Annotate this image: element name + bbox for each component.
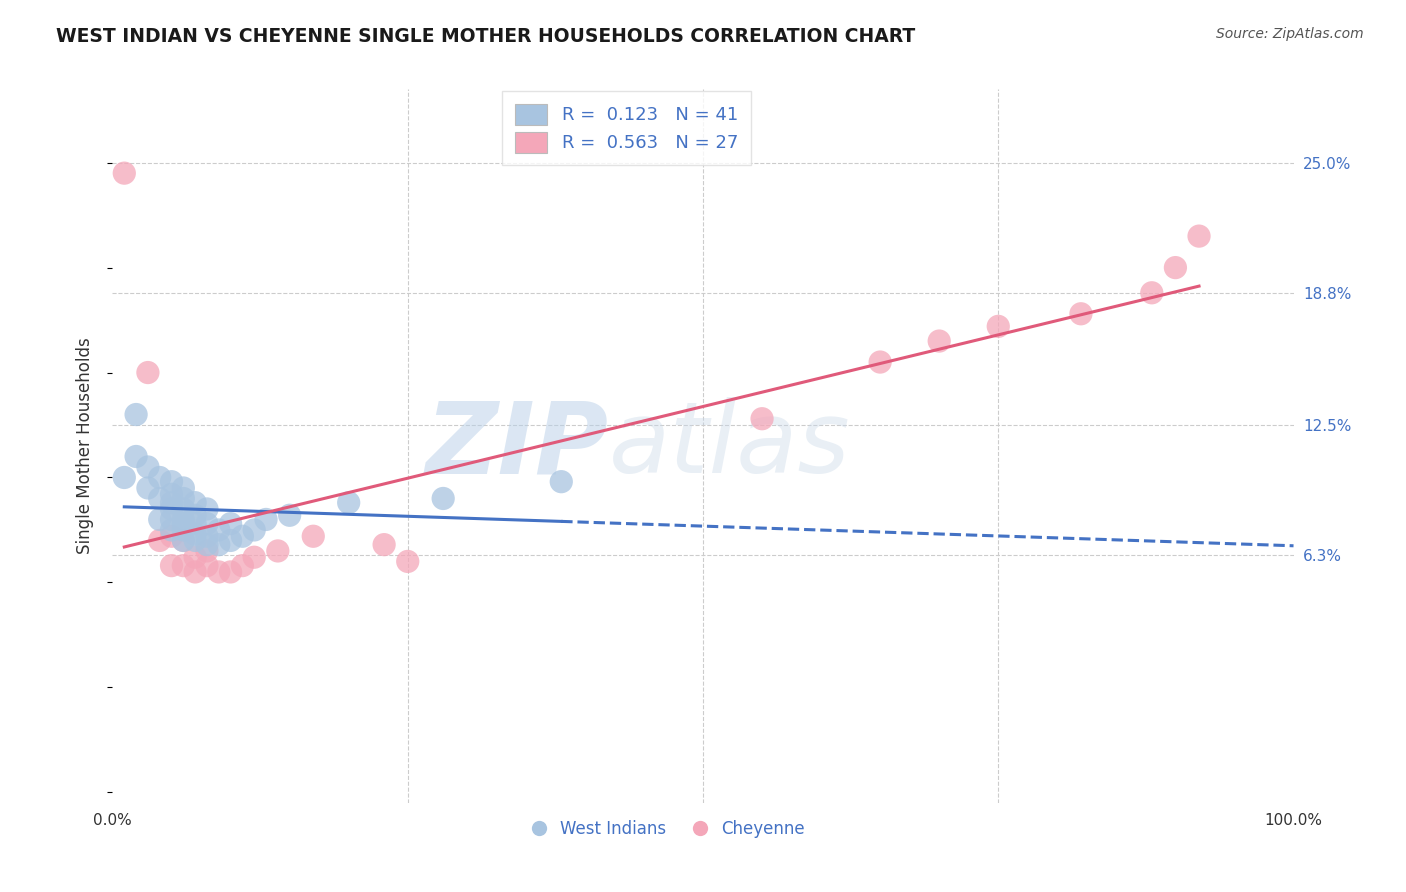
Point — [195, 544, 218, 558]
Point — [160, 529, 183, 543]
Point — [172, 533, 194, 548]
Point — [136, 481, 159, 495]
Point — [1140, 285, 1163, 300]
Legend: West Indians, Cheyenne: West Indians, Cheyenne — [523, 814, 811, 845]
Point — [219, 516, 242, 531]
Point — [160, 523, 183, 537]
Point — [184, 496, 207, 510]
Point — [160, 502, 183, 516]
Text: WEST INDIAN VS CHEYENNE SINGLE MOTHER HOUSEHOLDS CORRELATION CHART: WEST INDIAN VS CHEYENNE SINGLE MOTHER HO… — [56, 27, 915, 45]
Point — [243, 523, 266, 537]
Point — [149, 491, 172, 506]
Point — [149, 512, 172, 526]
Point — [172, 533, 194, 548]
Point — [125, 408, 148, 422]
Point — [550, 475, 572, 489]
Text: Source: ZipAtlas.com: Source: ZipAtlas.com — [1216, 27, 1364, 41]
Point — [231, 558, 253, 573]
Point — [136, 366, 159, 380]
Point — [184, 508, 207, 523]
Point — [195, 529, 218, 543]
Point — [160, 558, 183, 573]
Point — [432, 491, 454, 506]
Point — [172, 481, 194, 495]
Point — [1070, 307, 1092, 321]
Point — [195, 502, 218, 516]
Point — [869, 355, 891, 369]
Point — [278, 508, 301, 523]
Point — [267, 544, 290, 558]
Point — [125, 450, 148, 464]
Point — [184, 527, 207, 541]
Point — [254, 512, 277, 526]
Y-axis label: Single Mother Households: Single Mother Households — [76, 338, 94, 554]
Point — [928, 334, 950, 348]
Point — [231, 529, 253, 543]
Point — [1164, 260, 1187, 275]
Point — [219, 565, 242, 579]
Point — [149, 470, 172, 484]
Point — [243, 550, 266, 565]
Point — [172, 523, 194, 537]
Point — [208, 523, 231, 537]
Point — [172, 558, 194, 573]
Point — [373, 538, 395, 552]
Text: ZIP: ZIP — [426, 398, 609, 494]
Point — [751, 411, 773, 425]
Point — [195, 516, 218, 531]
Point — [987, 319, 1010, 334]
Point — [112, 166, 135, 180]
Point — [172, 512, 194, 526]
Point — [112, 470, 135, 484]
Point — [337, 496, 360, 510]
Point — [396, 554, 419, 568]
Point — [184, 565, 207, 579]
Point — [184, 516, 207, 531]
Point — [160, 512, 183, 526]
Point — [160, 487, 183, 501]
Point — [160, 475, 183, 489]
Point — [172, 491, 194, 506]
Point — [184, 533, 207, 548]
Point — [195, 558, 218, 573]
Point — [149, 533, 172, 548]
Text: atlas: atlas — [609, 398, 851, 494]
Point — [136, 460, 159, 475]
Point — [160, 496, 183, 510]
Point — [172, 516, 194, 531]
Point — [208, 538, 231, 552]
Point — [184, 550, 207, 565]
Point — [208, 565, 231, 579]
Point — [302, 529, 325, 543]
Point — [219, 533, 242, 548]
Point — [195, 538, 218, 552]
Point — [172, 502, 194, 516]
Point — [1188, 229, 1211, 244]
